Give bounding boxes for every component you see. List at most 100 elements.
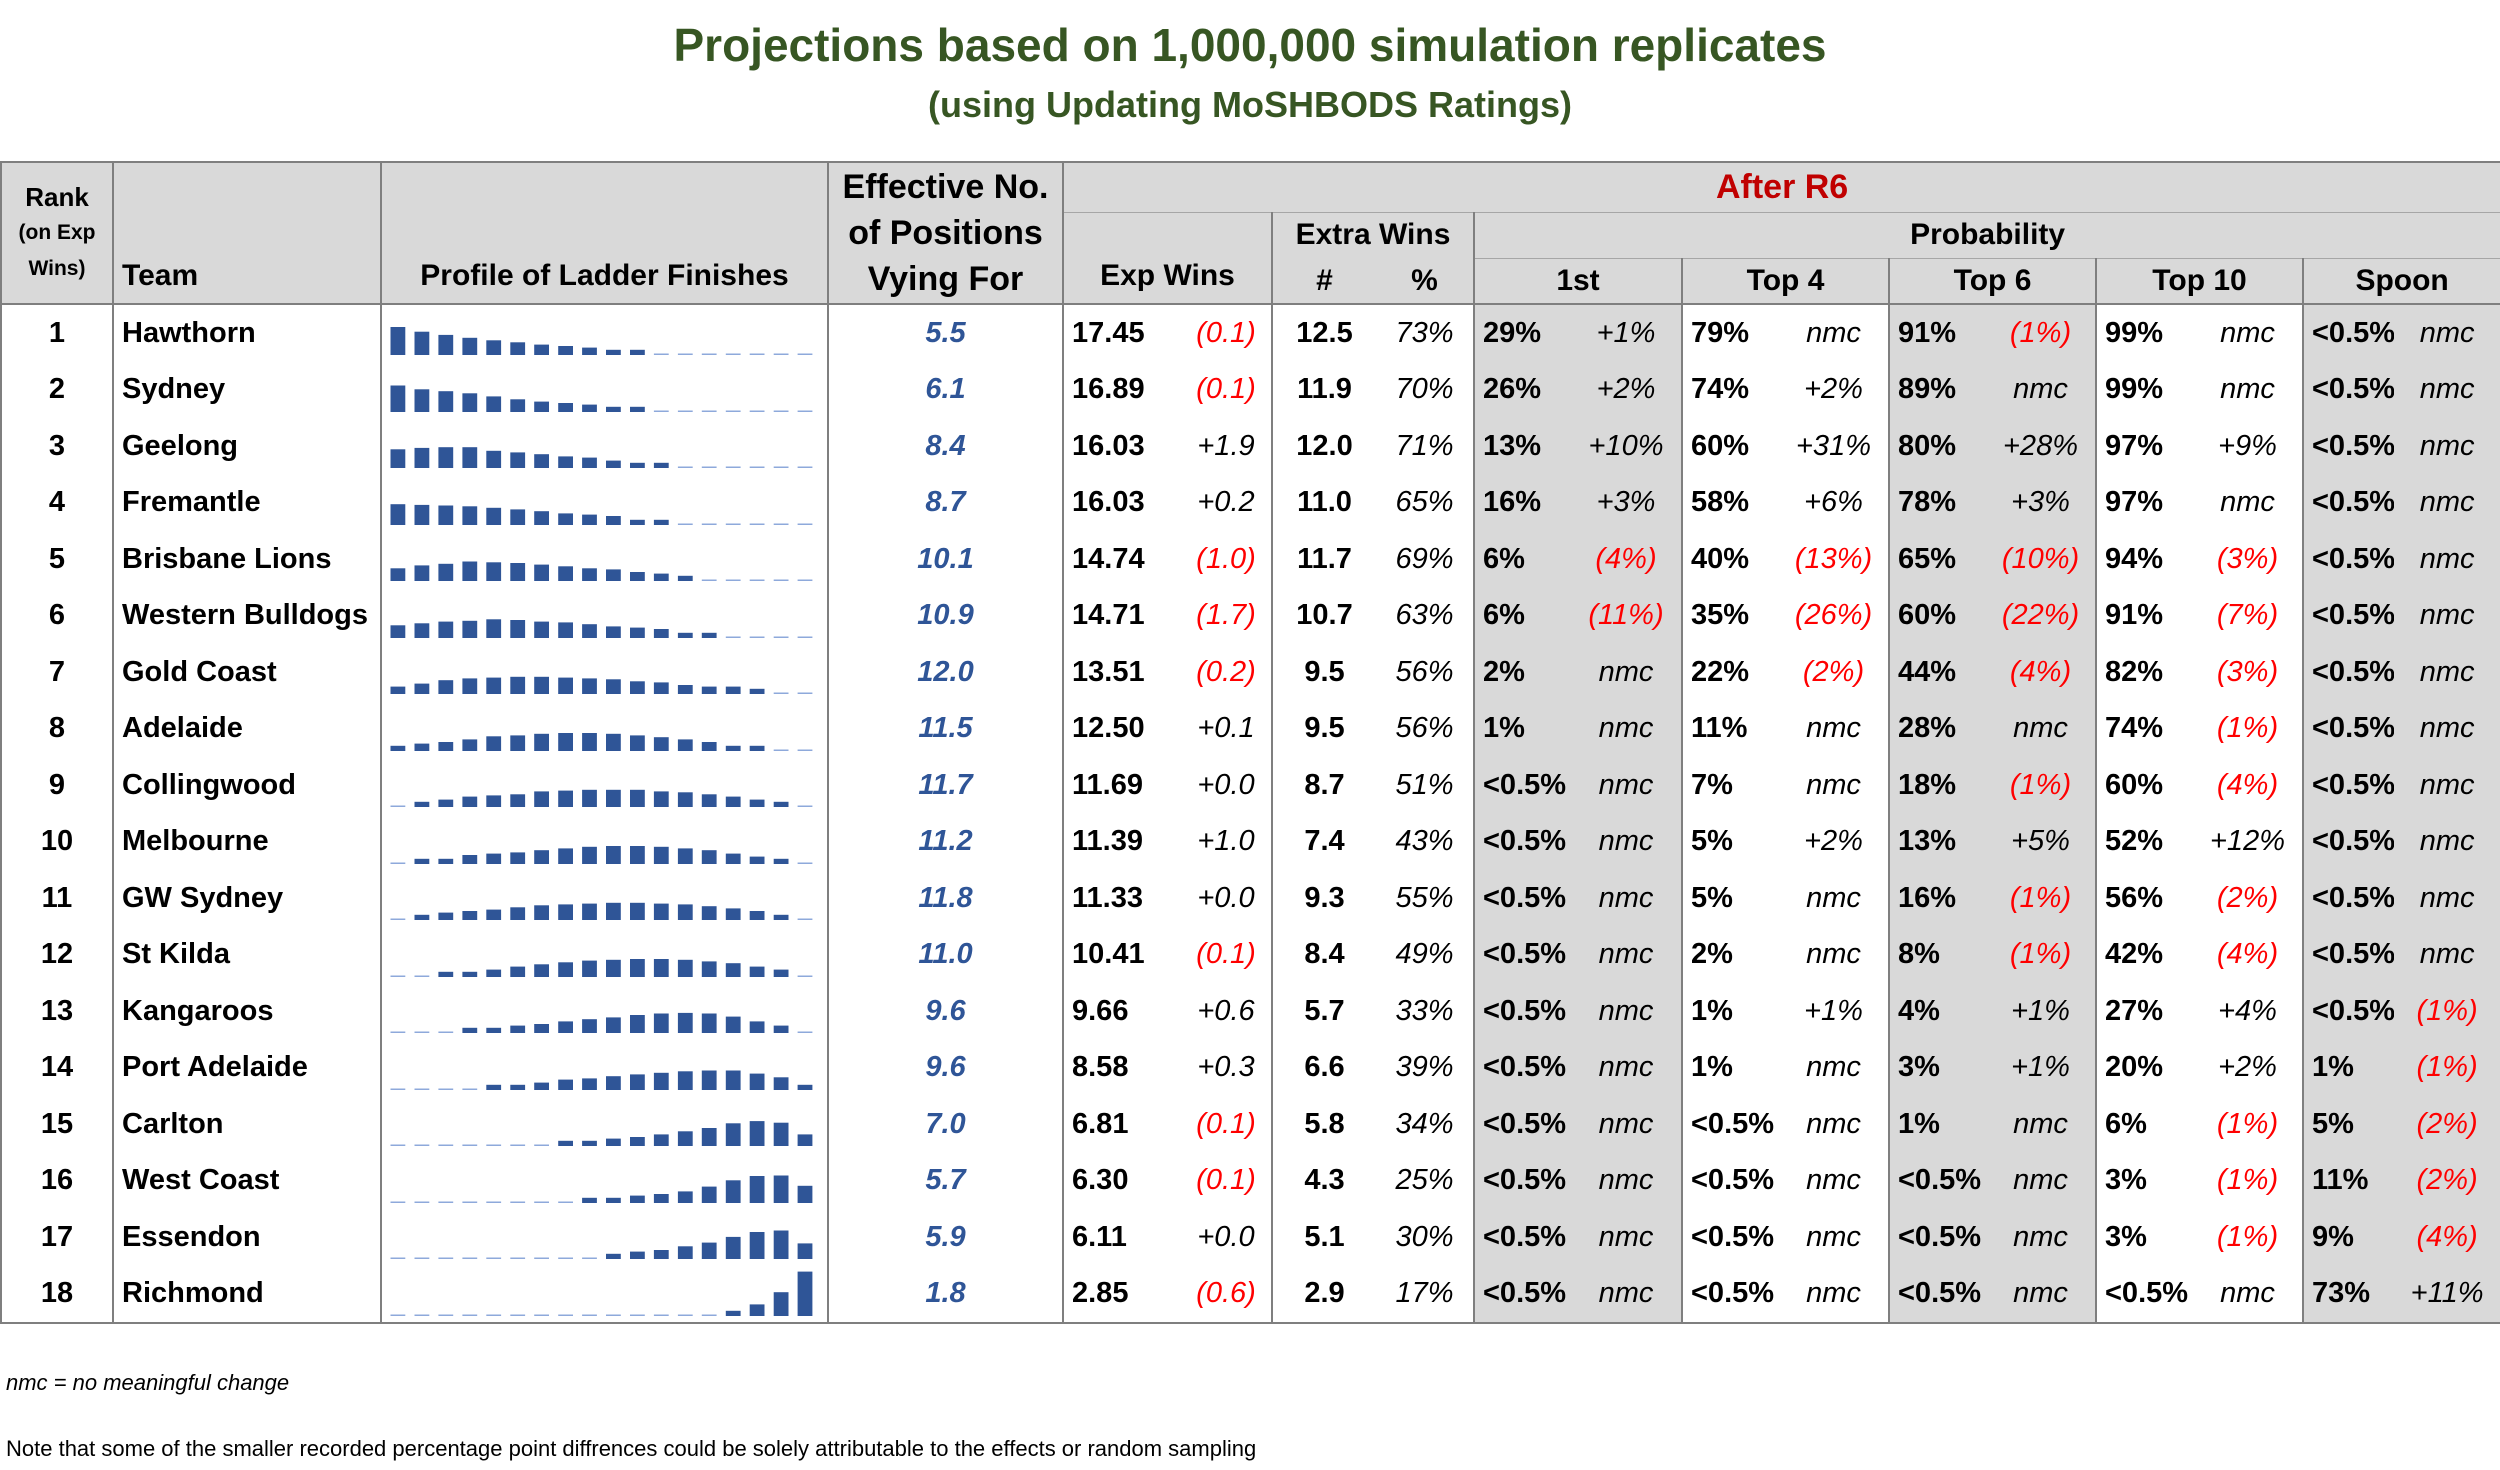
profile-bar-pos-5 — [486, 340, 502, 356]
ladder-profile-sparkline — [381, 757, 829, 814]
profile-bar-pos-6 — [510, 509, 526, 525]
team-name: West Coast — [113, 1152, 382, 1209]
profile-bar-pos-14 — [701, 906, 717, 921]
profile-bar-pos-11 — [630, 958, 645, 977]
profile-bar-pos-11 — [630, 519, 645, 525]
profile-bar-pos-13 — [677, 1246, 693, 1260]
profile-bar-pos-16 — [749, 579, 765, 582]
extra-wins-count: 4.3 — [1304, 1164, 1345, 1197]
rank-cell: 14 — [0, 1039, 114, 1096]
rank-cell: 1 — [0, 304, 114, 362]
profile-bar-pos-6 — [510, 342, 526, 356]
prob-top10: <0.5% — [2096, 1265, 2193, 1324]
prob-top6: 89% — [1889, 361, 1986, 418]
profile-bar-pos-8 — [558, 402, 573, 412]
profile-bar-pos-15 — [725, 853, 741, 864]
profile-bar-pos-17 — [773, 466, 789, 469]
prob-top4-change: nmc — [1779, 1209, 1890, 1266]
prob-top10: 74% — [2105, 712, 2164, 745]
profile-bar-pos-5 — [486, 1028, 502, 1034]
prob-top10-change: +4% — [2193, 983, 2304, 1040]
profile-bar-pos-16 — [749, 1232, 765, 1260]
profile-bar-pos-1 — [390, 918, 406, 921]
header-prob-top10: Top 10 — [2096, 258, 2304, 305]
profile-bar-pos-17 — [773, 858, 789, 864]
profile-bar-pos-8 — [558, 790, 573, 808]
extra-wins-count: 8.7 — [1304, 768, 1345, 801]
prob-1st: <0.5% — [1474, 757, 1571, 814]
profile-bar-pos-1 — [390, 805, 406, 808]
prob-spoon-change: +11% — [2394, 1265, 2500, 1324]
profile-bar-pos-3 — [438, 1144, 454, 1147]
profile-bar-pos-11 — [630, 406, 645, 412]
table-row: 8 Adelaide 11.5 12.50 +0.1 9.5 56% 1% nmc 11% nmc 2… — [0, 700, 2500, 757]
profile-bar-pos-14 — [701, 741, 717, 751]
prob-top6: 28% — [1889, 700, 1986, 757]
profile-bar-pos-5 — [486, 795, 502, 808]
profile-bar-pos-3 — [438, 680, 454, 695]
prob-1st: <0.5% — [1474, 1096, 1571, 1153]
profile-bar-pos-6 — [510, 794, 526, 808]
table-row: 2 Sydney 6.1 16.89 (0.1) 11.9 70% 26% +2% 74% +2% 8… — [0, 361, 2500, 418]
profile-bar-pos-11 — [630, 1137, 645, 1147]
extra-wins-pct: 33% — [1376, 983, 1475, 1040]
ladder-profile-sparkline — [381, 700, 829, 757]
ladder-profile-sparkline — [381, 870, 829, 927]
extra-wins-count: 7.4 — [1304, 825, 1345, 858]
profile-bar-pos-12 — [653, 463, 669, 469]
prob-top6: 44% — [1889, 644, 1986, 701]
profile-bar-pos-4 — [462, 911, 478, 921]
prob-top10-change: (1%) — [2193, 700, 2304, 757]
prob-top4-change: +6% — [1779, 474, 1890, 531]
prob-spoon: 5% — [2303, 1096, 2394, 1153]
ladder-profile-chart — [390, 385, 813, 412]
profile-bar-pos-14 — [701, 632, 717, 638]
exp-wins-change: +1.0 — [1181, 813, 1273, 870]
profile-bar-pos-5 — [486, 396, 502, 412]
profile-bar-pos-11 — [630, 903, 645, 921]
prob-top6-change: nmc — [1986, 1209, 2097, 1266]
exp-wins: 17.45 — [1072, 316, 1145, 349]
profile-bar-pos-1 — [390, 327, 406, 356]
profile-bar-pos-15 — [725, 353, 741, 356]
team-name: Adelaide — [113, 700, 382, 757]
prob-1st-change: nmc — [1571, 757, 1683, 814]
profile-bar-pos-16 — [749, 410, 765, 412]
extra-wins-pct: 71% — [1376, 418, 1475, 475]
header-rank: Rank (on Exp Wins) — [0, 161, 114, 305]
prob-spoon-change: nmc — [2394, 813, 2500, 870]
prob-top6: 91% — [1889, 304, 1986, 362]
prob-top10: 27% — [2105, 994, 2164, 1027]
prob-top4-change: (26%) — [1779, 587, 1890, 644]
rank-cell: 15 — [0, 1096, 114, 1153]
profile-bar-pos-4 — [462, 393, 478, 412]
profile-bar-pos-6 — [510, 399, 526, 412]
profile-bar-pos-9 — [582, 1257, 597, 1260]
profile-bar-pos-9 — [582, 347, 597, 356]
prob-top10: 99% — [2105, 316, 2164, 349]
effective-positions: 7.0 — [828, 1096, 1064, 1153]
profile-bar-pos-2 — [414, 743, 430, 751]
profile-bar-pos-7 — [534, 791, 549, 808]
profile-bar-pos-14 — [701, 466, 717, 469]
ladder-profile-chart — [390, 503, 813, 525]
prob-spoon: 9% — [2303, 1209, 2394, 1266]
profile-bar-pos-8 — [558, 1079, 573, 1090]
prob-1st: <0.5% — [1474, 1209, 1571, 1266]
rank-cell: 4 — [0, 474, 114, 531]
prob-1st: <0.5% — [1474, 926, 1571, 983]
effective-positions: 11.0 — [828, 926, 1064, 983]
extra-wins-count: 6.6 — [1304, 1051, 1345, 1084]
prob-spoon: <0.5% — [2303, 644, 2394, 701]
profile-bar-pos-1 — [390, 686, 406, 695]
profile-bar-pos-7 — [534, 510, 549, 525]
ladder-profile-sparkline — [381, 1039, 829, 1096]
rank-cell: 18 — [0, 1265, 114, 1324]
ladder-profile-sparkline — [381, 926, 829, 983]
profile-bar-pos-9 — [582, 903, 597, 921]
prob-spoon-change: nmc — [2394, 700, 2500, 757]
profile-bar-pos-14 — [701, 961, 717, 977]
profile-bar-pos-9 — [582, 1314, 597, 1316]
profile-bar-pos-16 — [749, 466, 765, 469]
profile-bar-pos-5 — [486, 1084, 502, 1090]
